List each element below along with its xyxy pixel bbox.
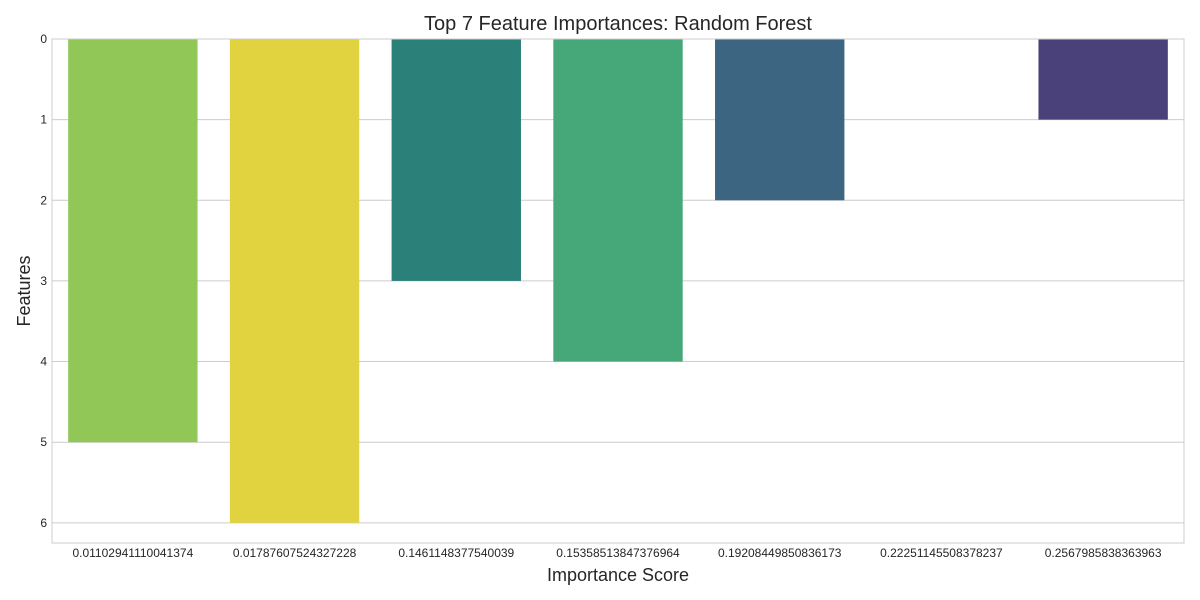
- y-axis-title: Features: [14, 255, 34, 326]
- bar: [553, 39, 683, 362]
- y-tick-label: 5: [40, 435, 47, 449]
- plot-frame: [51, 38, 1185, 544]
- bar: [68, 39, 198, 443]
- x-tick-label: 0.01102941110041374: [72, 546, 193, 560]
- x-tick-label: 0.15358513847376964: [556, 546, 680, 560]
- y-tick-label: 0: [40, 32, 47, 46]
- bar: [229, 39, 360, 523]
- bar: [391, 39, 521, 281]
- y-tick-label: 1: [40, 113, 47, 127]
- x-tick-label: 0.1461148377540039: [398, 546, 514, 560]
- bar: [1038, 39, 1168, 120]
- x-tick-label: 0.01787607524327228: [233, 546, 357, 560]
- x-axis-title: Importance Score: [547, 565, 689, 585]
- y-tick-label: 4: [40, 355, 47, 369]
- chart-title: Top 7 Feature Importances: Random Forest: [424, 13, 812, 35]
- x-tick-label: 0.2567985838363963: [1045, 546, 1162, 560]
- y-tick-label: 3: [40, 274, 47, 288]
- y-tick-label: 2: [40, 193, 47, 207]
- x-tick-label: 0.22251145508378237: [880, 546, 1003, 560]
- x-tick-labels: 0.01102941110041374 0.01787607524327228 0.…: [72, 546, 1161, 560]
- y-tick-labels: 0 1 2 3 4 5 6: [40, 32, 47, 530]
- y-tick-label: 6: [40, 516, 47, 530]
- x-tick-label: 0.19208449850836173: [718, 546, 842, 560]
- bar: [715, 39, 845, 201]
- bars: [68, 39, 1168, 523]
